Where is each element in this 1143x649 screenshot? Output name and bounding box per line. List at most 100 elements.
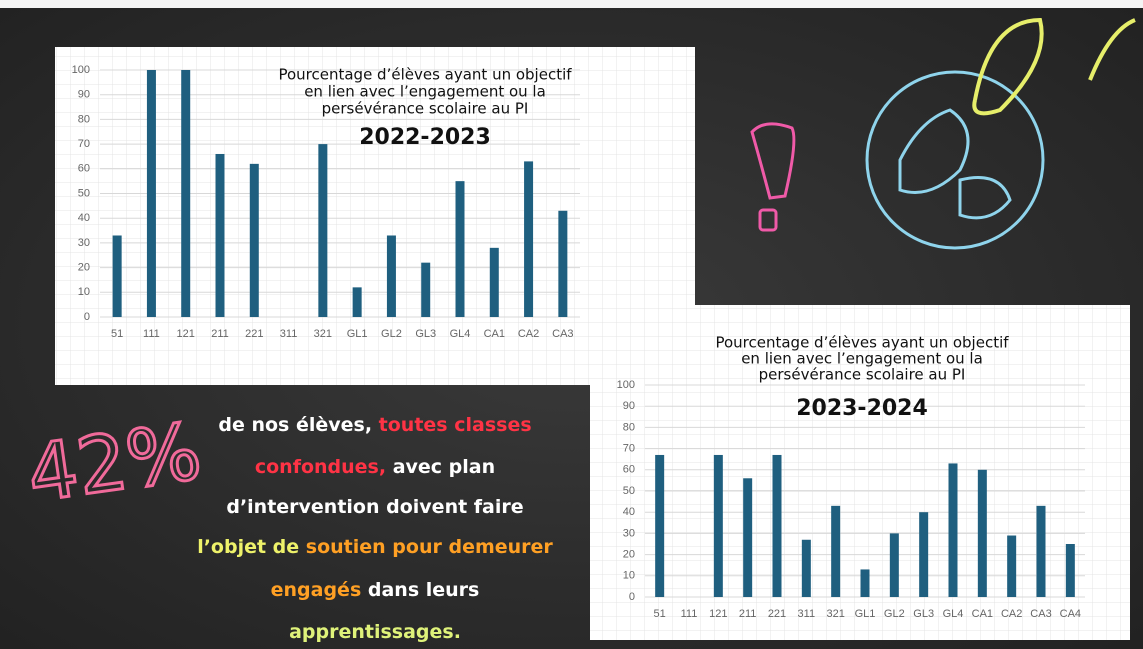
y-tick-label: 30 [623,527,635,539]
bar [421,262,431,317]
chart-subtitle: 2023-2024 [796,396,928,421]
x-tick-label: CA2 [1001,608,1022,620]
callout-segment: engagés [271,579,362,601]
y-tick-label: 10 [623,570,635,582]
bar [558,210,568,317]
callout-segment: l’objet de [197,536,306,558]
bar [772,454,782,597]
swirl-doodle [972,17,1136,116]
x-tick-label: 211 [739,608,757,620]
callout-line: d’intervention doivent faire [226,496,523,518]
y-tick-label: 80 [623,421,635,433]
bar [860,569,870,597]
chart-title: Pourcentage d’élèves ayant un objectif [278,66,572,84]
x-tick-label: 111 [143,328,160,340]
y-tick-label: 0 [629,591,635,603]
x-tick-label: 111 [681,608,698,620]
y-tick-label: 70 [623,443,635,455]
chart-title: Pourcentage d’élèves ayant un objectif [715,334,1009,352]
x-tick-label: 311 [798,608,816,620]
chart-title: persévérance scolaire au PI [759,366,966,384]
x-tick-label: CA1 [972,608,993,620]
callout-line: apprentissages. [289,621,461,643]
x-tick-label: 321 [826,608,844,620]
x-tick-label: CA3 [1030,608,1051,620]
bar [1036,505,1046,597]
x-tick-label: 311 [280,328,298,340]
y-tick-label: 0 [84,311,90,323]
x-tick-label: GL1 [855,608,876,620]
bar [743,478,753,597]
x-tick-label: 51 [111,328,123,340]
callout-line: engagés dans leurs [271,579,480,601]
y-tick-label: 70 [78,138,90,150]
x-tick-label: GL2 [884,608,905,620]
y-tick-label: 100 [72,64,90,76]
callout-segment: de nos élèves, [218,414,378,436]
bar [524,161,534,317]
bar [655,454,665,597]
bar [489,247,499,317]
x-tick-label: GL3 [913,608,934,620]
bar [948,463,958,597]
x-tick-label: 121 [177,328,195,340]
x-tick-label: CA2 [518,328,539,340]
chart-title: en lien avec l’engagement ou la [741,350,983,368]
y-tick-label: 50 [623,485,635,497]
x-tick-label: CA3 [552,328,573,340]
y-tick-label: 40 [78,212,90,224]
callout-line: confondues, avec plan [255,456,495,478]
bar [889,533,899,597]
bar [318,144,328,317]
y-tick-label: 80 [78,113,90,125]
callout-line: de nos élèves, toutes classes [218,414,531,436]
y-tick-label: 60 [78,163,90,175]
x-tick-label: GL1 [347,328,368,340]
chart-panel [55,47,695,385]
x-tick-label: 211 [211,328,229,340]
bar [386,235,396,317]
exclamation-doodle [750,122,796,232]
x-tick-label: 321 [314,328,332,340]
x-tick-label: GL4 [450,328,471,340]
x-tick-label: GL2 [381,328,402,340]
bar [713,454,723,597]
y-tick-label: 90 [623,400,635,412]
bar [249,163,259,317]
y-tick-label: 60 [623,464,635,476]
bar [1007,535,1017,597]
globe-doodle [865,70,1045,250]
y-tick-label: 10 [78,286,90,298]
callout-segment: soutien pour demeurer [306,536,554,558]
x-tick-label: 51 [654,608,666,620]
callout-segment: confondues, [255,456,386,478]
callout-segment: toutes classes [379,414,532,436]
x-tick-label: GL4 [943,608,964,620]
x-tick-label: 121 [709,608,727,620]
chart-title: en lien avec l’engagement ou la [304,83,546,101]
bar [919,512,929,597]
bar [146,70,156,317]
bar [831,505,841,597]
bar [181,70,191,317]
bar [112,235,122,317]
y-tick-label: 90 [78,89,90,101]
x-tick-label: GL3 [415,328,436,340]
callout-line: l’objet de soutien pour demeurer [197,536,553,558]
y-tick-label: 40 [623,506,635,518]
callout-segment: d’intervention doivent faire [226,496,523,518]
bar [455,181,465,317]
y-tick-label: 50 [78,187,90,199]
bar [215,153,225,317]
chart-subtitle: 2022-2023 [359,125,491,150]
bar [977,469,987,597]
callout-segment: apprentissages. [289,621,461,643]
top-strip [0,0,1143,8]
y-tick-label: 100 [617,379,635,391]
bar [801,539,811,597]
x-tick-label: CA4 [1060,608,1081,620]
callout-segment: avec plan [386,456,495,478]
x-tick-label: CA1 [484,328,505,340]
x-tick-label: 221 [768,608,786,620]
y-tick-label: 20 [78,262,90,274]
